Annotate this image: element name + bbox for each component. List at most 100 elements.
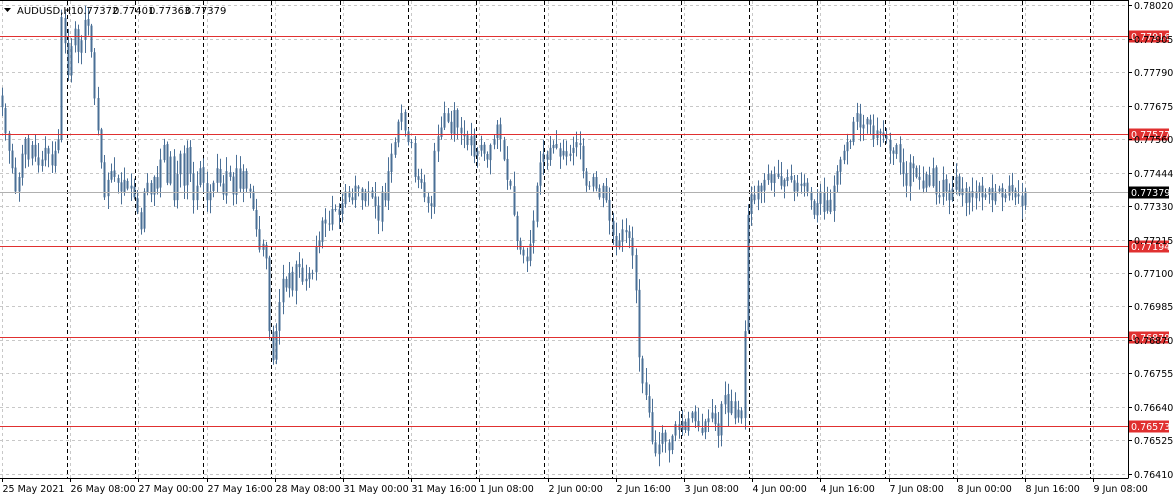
candle [605, 177, 608, 203]
candle [536, 182, 539, 228]
candle [654, 430, 657, 457]
candle-body [390, 153, 393, 172]
candle-body [506, 158, 509, 180]
candle [734, 392, 737, 425]
candle-body [34, 144, 37, 157]
level-label-bg [1129, 128, 1169, 141]
grid-lines [0, 1, 1128, 478]
candle [717, 412, 720, 448]
level[interactable]: 0.77916 [0, 30, 1170, 44]
level[interactable]: 0.77577 [0, 128, 1170, 142]
candle [483, 142, 486, 162]
candle-body [823, 192, 826, 212]
candle [744, 320, 747, 430]
candle-body [565, 151, 568, 157]
candle-body [572, 147, 575, 153]
horizontal-levels[interactable]: 0.77916 0.77577 0.77194 0.76879 0.76573 [0, 30, 1170, 434]
candle [506, 146, 509, 190]
candle-body [272, 331, 275, 361]
candle [988, 186, 991, 204]
candle-body [991, 187, 994, 201]
candle-body [456, 109, 459, 128]
candle [196, 171, 199, 210]
candle [275, 323, 278, 365]
candle-body [618, 240, 621, 248]
candle-body [489, 144, 492, 161]
candle-body [51, 154, 54, 166]
level[interactable]: 0.76573 [0, 420, 1170, 434]
candle [608, 187, 611, 235]
candle [823, 177, 826, 220]
candle-body [11, 150, 14, 169]
candle-body [932, 168, 935, 187]
candle [470, 122, 473, 156]
candle [872, 114, 875, 148]
candle [1021, 182, 1024, 220]
candle-body [783, 179, 786, 187]
current-price-line: 0.77379 [0, 186, 1170, 199]
candle-body [928, 174, 931, 186]
candle-body [846, 142, 849, 152]
candle-body [526, 256, 529, 262]
candle-body [100, 129, 103, 163]
level[interactable]: 0.76879 [0, 331, 1170, 345]
candle [315, 235, 318, 281]
candle-body [258, 229, 261, 250]
candle [971, 177, 974, 212]
candle [361, 187, 364, 210]
candle-body [654, 442, 657, 454]
time-axis[interactable]: 25 May 2021 26 May 08:00 27 May 00:00 27 Ma… [2, 478, 1148, 495]
time-tick-label: 4 Jun 16:00 [821, 484, 875, 495]
candle [328, 210, 331, 231]
time-tick-label: 25 May 2021 [3, 484, 65, 495]
candle [305, 264, 308, 291]
candle-body [813, 201, 816, 215]
candle-body [430, 203, 433, 207]
candle-body [671, 435, 674, 450]
candle [572, 136, 575, 166]
candle [1011, 172, 1014, 201]
candle [833, 175, 836, 222]
candle-body [64, 18, 67, 44]
candle [404, 109, 407, 137]
collapse-triangle-icon[interactable] [4, 8, 11, 12]
candle-body [166, 144, 169, 183]
candle-body [687, 418, 690, 431]
candle [945, 174, 948, 201]
candle [298, 252, 301, 278]
candle [546, 150, 549, 170]
candle [790, 164, 793, 183]
candle-body [905, 173, 908, 186]
level[interactable]: 0.77194 [0, 240, 1170, 254]
candle-body [836, 171, 839, 185]
time-tick-label: 7 Jun 08:00 [890, 484, 944, 495]
price-axis[interactable]: 0.78020 0.77905 0.77790 0.77675 0.77560 0.774… [1128, 1, 1173, 481]
candle [21, 144, 24, 186]
price-tick-label: 0.76985 [1134, 302, 1173, 313]
candle-body [374, 196, 377, 207]
candle-body [371, 190, 374, 198]
candle [786, 169, 789, 187]
candle-body [120, 182, 123, 192]
candle [961, 177, 964, 207]
candle-body [909, 162, 912, 187]
candle [364, 188, 367, 207]
candle-body [123, 179, 126, 193]
candle-body [582, 145, 585, 172]
candle-body [341, 203, 344, 215]
candle-body [84, 19, 87, 40]
candle-body [324, 219, 327, 224]
candle-body [849, 140, 852, 143]
candle [641, 355, 644, 394]
ohlc-open: 0.77372 [77, 6, 118, 17]
candle-body [423, 182, 426, 198]
candle [117, 174, 120, 194]
candle [229, 165, 232, 181]
candle-body [47, 148, 50, 154]
candle [806, 178, 809, 197]
candle [47, 145, 50, 168]
candle-body [189, 146, 192, 175]
candle-body [767, 174, 770, 181]
